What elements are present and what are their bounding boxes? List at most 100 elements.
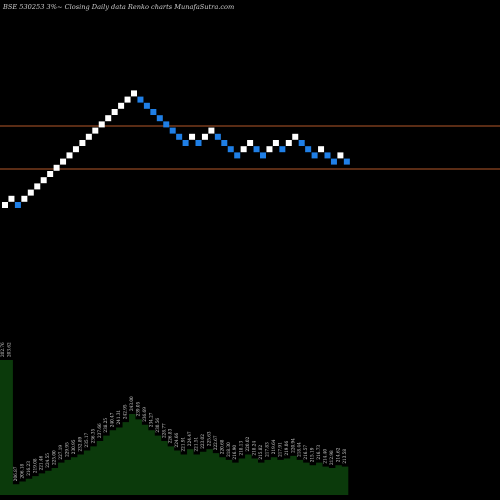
volume-label: 221.46 [39, 455, 44, 470]
renko-brick [163, 121, 170, 128]
renko-brick [21, 195, 28, 202]
volume-label: 230.95 [71, 439, 76, 454]
chart-title: BSE 530253 3%~ Closing Daily data Renko … [3, 3, 235, 11]
volume-label: 215.19 [310, 447, 315, 462]
volume-label: 203.62 [6, 342, 11, 357]
volume-label: 229.95 [65, 442, 70, 457]
volume-label: 214.40 [323, 449, 328, 464]
renko-brick [14, 202, 21, 208]
volume-area [0, 360, 349, 495]
renko-brick [98, 121, 105, 128]
renko-brick [272, 140, 279, 146]
renko-brick [92, 127, 99, 134]
renko-brick [227, 146, 234, 153]
renko-brick [40, 177, 47, 184]
renko-brick [285, 140, 292, 146]
volume-label: 215.82 [258, 445, 263, 460]
renko-brick [118, 102, 125, 109]
renko-brick [47, 171, 54, 177]
renko-brick [169, 127, 176, 134]
renko-brick [318, 146, 325, 153]
volume-label: 234.27 [148, 412, 153, 427]
renko-brick [85, 133, 92, 140]
volume-label: 216.90 [232, 445, 237, 460]
volume-label: 218.30 [226, 442, 231, 457]
volume-label: 221.51 [194, 437, 199, 452]
renko-brick [60, 158, 67, 165]
volume-label: 218.13 [239, 441, 244, 456]
renko-brick [150, 109, 157, 115]
volume-label: 241.31 [116, 410, 121, 425]
renko-brick [330, 158, 337, 165]
volume-label: 243.00 [129, 396, 134, 411]
renko-brick [240, 146, 247, 153]
volume-label: 239.05 [135, 401, 140, 416]
volume-label: 206.18 [19, 464, 24, 479]
renko-brick [305, 146, 312, 153]
volume-fill [0, 360, 349, 495]
renko-brick [266, 146, 273, 153]
volume-label: 217.83 [264, 442, 269, 457]
renko-brick [247, 140, 254, 146]
volume-label: 237.66 [97, 423, 102, 438]
renko-brick [208, 127, 215, 134]
volume-label: 224.66 [174, 432, 179, 447]
volume-label: 220.94 [290, 438, 295, 453]
volume-label: 227.19 [58, 445, 63, 460]
volume-label: 219.08 [32, 458, 37, 473]
volume-label: 240.47 [110, 412, 115, 427]
volume-label: 206.87 [13, 466, 18, 481]
volume-label: 236.35 [90, 428, 95, 443]
renko-brick [66, 152, 73, 159]
renko-brick [34, 183, 41, 190]
renko-brick [292, 133, 299, 140]
renko-brick [279, 146, 286, 153]
renko-brick [195, 140, 202, 146]
renko-brick [221, 140, 228, 146]
volume-label: 217.91 [277, 442, 282, 457]
renko-brick [201, 133, 208, 140]
renko-brick [343, 158, 350, 165]
renko-brick [260, 152, 266, 159]
renko-brick [189, 133, 196, 140]
volume-label: 216.23 [26, 461, 31, 476]
volume-label: 225.63 [206, 431, 211, 446]
renko-brick [143, 102, 150, 109]
volume-label: 225.00 [52, 450, 57, 465]
renko-brick [79, 140, 86, 146]
volume-label: 213.58 [342, 449, 347, 464]
volume-label: 232.89 [77, 437, 82, 452]
renko-brick [124, 96, 131, 103]
volume-label: 219.64 [271, 439, 276, 454]
renko-brick [298, 140, 305, 146]
volume-label: 226.83 [168, 428, 173, 443]
volume-label: 220.02 [245, 437, 250, 452]
volume-label: 235.17 [84, 432, 89, 447]
volume-label: 202.76 [0, 342, 5, 357]
renko-brick [2, 202, 8, 208]
renko-brick [105, 115, 112, 122]
renko-brick [131, 90, 137, 97]
volume-label: 230.56 [155, 418, 160, 433]
renko-brick [8, 195, 15, 202]
volume-label: 221.91 [181, 437, 186, 452]
renko-brick [214, 133, 221, 140]
volume-label: 223.02 [200, 434, 205, 449]
renko-bricks [2, 90, 350, 208]
volume-label: 218.24 [252, 441, 257, 456]
renko-brick [234, 152, 241, 159]
renko-brick [27, 189, 34, 196]
volume-label: 228.77 [161, 423, 166, 438]
volume-label: 216.73 [316, 445, 321, 460]
volume-label: 222.67 [213, 435, 218, 450]
renko-brick [337, 152, 344, 159]
renko-brick [182, 140, 189, 146]
renko-brick [111, 109, 118, 115]
volume-label: 224.47 [187, 431, 192, 446]
renko-brick [156, 115, 163, 122]
volume-label: 236.69 [142, 407, 147, 422]
volume-label: 218.44 [297, 442, 302, 457]
volume-label: 214.62 [335, 447, 340, 462]
